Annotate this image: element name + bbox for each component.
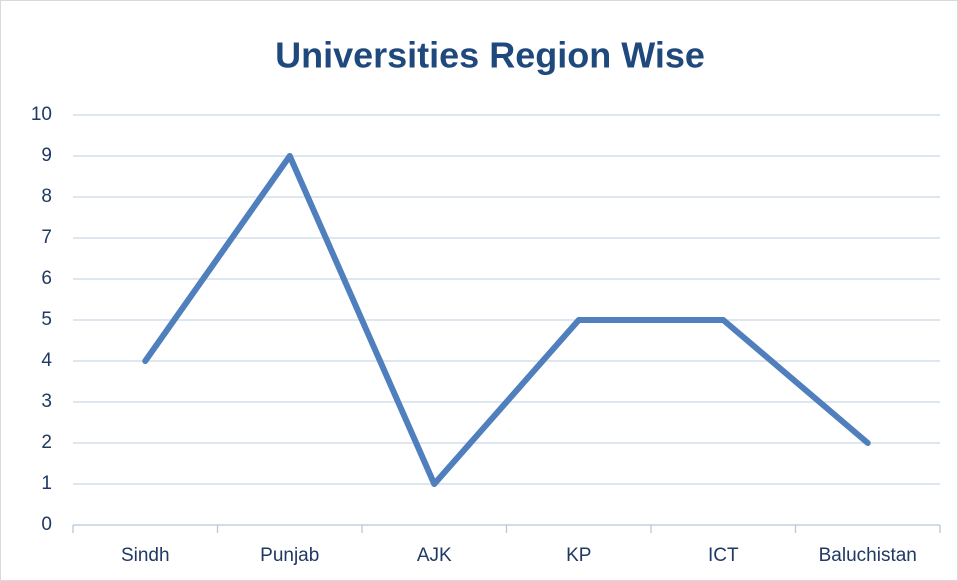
y-tick-label: 6 [41,268,52,289]
y-tick-label: 9 [41,145,52,166]
y-tick-label: 1 [41,473,52,494]
data-line [142,153,871,487]
y-tick-label: 0 [41,514,52,535]
y-tick-label: 5 [41,309,52,330]
y-tick-label: 4 [41,350,52,371]
y-tick-label: 3 [41,391,52,412]
x-tick-label: ICT [708,545,739,566]
x-tick-label: KP [566,545,591,566]
x-tick-label: Punjab [260,545,319,566]
chart-title: Universities Region Wise [275,35,705,76]
x-tick-label: Baluchistan [819,545,917,566]
y-tick-label: 7 [41,227,52,248]
y-tick-label: 10 [31,104,52,125]
y-tick-label: 8 [41,186,52,207]
y-tick-label: 2 [41,432,52,453]
x-tick-label: Sindh [121,545,170,566]
x-tick-label: AJK [417,545,452,566]
